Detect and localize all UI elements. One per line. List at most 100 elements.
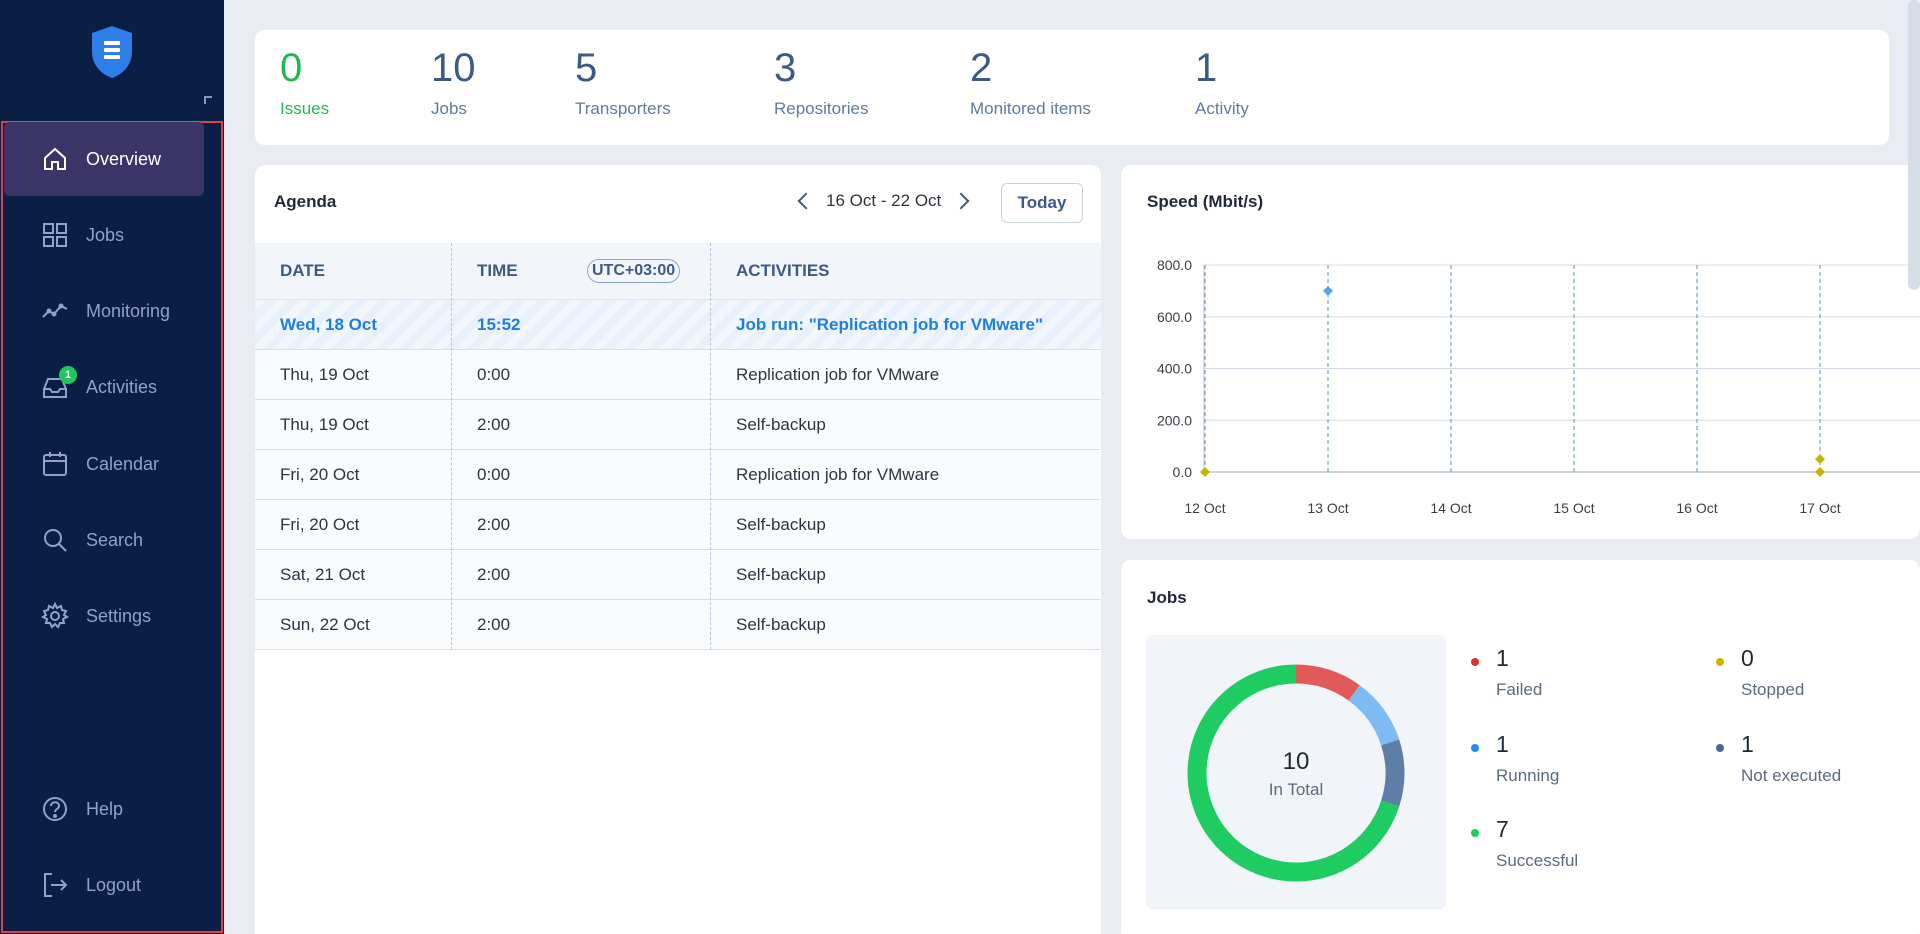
row-date: Wed, 18 Oct	[280, 315, 377, 334]
search-icon	[40, 525, 70, 555]
today-button[interactable]: Today	[1001, 183, 1083, 223]
row-time: 2:00	[477, 615, 511, 634]
legend-value: 7	[1496, 816, 1509, 842]
summary-stats-card: 0 Issues 10 Jobs 5 Transporters 3 Reposi…	[255, 30, 1889, 145]
activities-badge: 1	[59, 366, 77, 384]
timezone-badge[interactable]: UTC+03:00	[587, 259, 681, 283]
row-activity: Replication job for VMware	[736, 365, 940, 384]
sidebar-item-search[interactable]: Search	[4, 503, 204, 577]
row-date: Fri, 20 Oct	[280, 515, 360, 534]
stat-label: Transporters	[575, 99, 671, 118]
legend-value: 1	[1741, 731, 1754, 757]
table-row[interactable]: Fri, 20 Oct 0:00 Replication job for VMw…	[255, 450, 1101, 500]
row-date: Thu, 19 Oct	[280, 415, 369, 434]
table-row[interactable]: Thu, 19 Oct 0:00 Replication job for VMw…	[255, 350, 1101, 400]
column-header-date[interactable]: DATE	[280, 261, 326, 280]
column-divider	[710, 243, 711, 650]
help-icon	[40, 794, 70, 824]
sidebar-item-label: Jobs	[86, 224, 125, 245]
row-time: 2:00	[477, 515, 511, 534]
stat-jobs[interactable]: 10 Jobs	[431, 48, 476, 119]
agenda-card: Agenda 16 Oct - 22 Oct Today DATE TIME U…	[255, 165, 1101, 934]
row-time: 15:52	[477, 315, 521, 334]
data-point	[1200, 467, 1210, 477]
legend-value: 1	[1496, 645, 1509, 671]
collapse-sidebar-icon[interactable]	[204, 96, 212, 104]
jobs-title: Jobs	[1147, 588, 1187, 607]
legend-dot	[1716, 744, 1724, 752]
gear-icon	[40, 601, 70, 631]
chevron-right-icon[interactable]	[952, 192, 970, 210]
row-time: 2:00	[477, 565, 511, 584]
sidebar-item-settings[interactable]: Settings	[4, 579, 204, 653]
x-tick-label: 14 Oct	[1430, 500, 1471, 516]
sidebar-item-label: Activities	[86, 376, 158, 397]
row-date: Sat, 21 Oct	[280, 565, 366, 584]
sidebar-item-overview[interactable]: Overview	[4, 122, 204, 196]
data-point	[1815, 454, 1825, 465]
x-tick-label: 17 Oct	[1799, 500, 1840, 516]
home-icon	[40, 144, 70, 174]
table-row[interactable]: Sun, 22 Oct 2:00 Self-backup	[255, 600, 1101, 650]
column-header-activities: ACTIVITIES	[736, 261, 830, 280]
stat-activity[interactable]: 1 Activity	[1195, 48, 1249, 119]
row-time: 0:00	[477, 365, 511, 384]
x-tick-label: 13 Oct	[1307, 500, 1348, 516]
y-tick-label: 800.0	[1157, 257, 1192, 273]
y-tick-label: 0.0	[1173, 464, 1193, 480]
row-date: Fri, 20 Oct	[280, 465, 360, 484]
x-tick-label: 15 Oct	[1553, 500, 1594, 516]
stat-monitored-items[interactable]: 2 Monitored items	[970, 48, 1091, 119]
stat-transporters[interactable]: 5 Transporters	[575, 48, 671, 119]
legend-label: Stopped	[1741, 680, 1805, 699]
jobs-donut-chart: 10 In Total	[1187, 664, 1405, 882]
stat-value: 0	[280, 46, 303, 90]
y-tick-label: 600.0	[1157, 309, 1192, 325]
page-scrollbar[interactable]	[1908, 0, 1920, 290]
sidebar-item-logout[interactable]: Logout	[4, 848, 204, 922]
column-header-time[interactable]: TIME	[477, 261, 518, 280]
row-activity: Self-backup	[736, 615, 826, 634]
legend-dot	[1471, 829, 1479, 837]
stat-value: 1	[1195, 46, 1218, 90]
donut-segment	[1295, 664, 1360, 701]
column-divider	[451, 243, 452, 650]
table-row[interactable]: Sat, 21 Oct 2:00 Self-backup	[255, 550, 1101, 600]
sidebar-item-activities[interactable]: 1 Activities	[4, 350, 204, 424]
donut-total-value: 10	[1283, 748, 1310, 775]
donut-segment	[1381, 739, 1405, 807]
jobs-summary-card: Jobs 10 In Total 1 Failed 0 Stopped 1 Run…	[1121, 560, 1920, 934]
sidebar: Overview Jobs Monitoring 1 Activities Ca…	[0, 0, 224, 934]
jobs-donut-container: 10 In Total	[1146, 635, 1446, 910]
row-time: 2:00	[477, 415, 511, 434]
row-time: 0:00	[477, 465, 511, 484]
donut-total-label: In Total	[1269, 780, 1324, 799]
logout-icon	[40, 870, 70, 900]
shield-logo-icon[interactable]	[88, 24, 136, 80]
stat-value: 5	[575, 46, 598, 90]
sidebar-item-label: Logout	[86, 874, 142, 895]
stat-label: Repositories	[774, 99, 869, 118]
table-row[interactable]: Wed, 18 Oct 15:52 Job run: "Replication …	[255, 300, 1101, 350]
sidebar-item-monitoring[interactable]: Monitoring	[4, 274, 204, 348]
row-activity: Self-backup	[736, 565, 826, 584]
speed-chart-title: Speed (Mbit/s)	[1147, 192, 1264, 211]
chevron-left-icon[interactable]	[797, 192, 815, 210]
table-row[interactable]: Fri, 20 Oct 2:00 Self-backup	[255, 500, 1101, 550]
row-activity[interactable]: Job run: "Replication job for VMware"	[736, 315, 1044, 334]
grid-icon	[40, 220, 70, 250]
sidebar-item-help[interactable]: Help	[4, 772, 204, 846]
calendar-icon	[40, 449, 70, 479]
stat-issues[interactable]: 0 Issues	[280, 48, 329, 119]
row-activity: Replication job for VMware	[736, 465, 940, 484]
y-tick-label: 400.0	[1157, 361, 1192, 377]
sidebar-item-calendar[interactable]: Calendar	[4, 427, 204, 501]
stat-repositories[interactable]: 3 Repositories	[774, 48, 869, 119]
table-row[interactable]: Thu, 19 Oct 2:00 Self-backup	[255, 400, 1101, 450]
sidebar-item-jobs[interactable]: Jobs	[4, 198, 204, 272]
legend-value: 1	[1496, 731, 1509, 757]
legend-dot	[1716, 658, 1724, 666]
donut-segment	[1187, 664, 1400, 882]
speed-chart: 800.0 600.0 400.0 200.0 0.0 12 Oct 13 Oct 14 Oc…	[1157, 257, 1920, 516]
donut-segment	[1348, 685, 1400, 746]
